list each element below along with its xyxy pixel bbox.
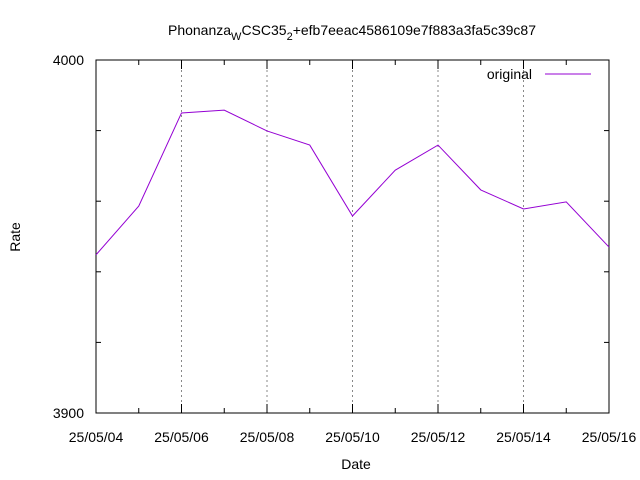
series-line bbox=[95, 109, 610, 256]
title-part: +efb7eeac4586109e7f883a3fa5c39c87 bbox=[293, 22, 536, 38]
x-tick-label: 25/05/10 bbox=[325, 429, 380, 445]
x-axis-label: Date bbox=[341, 456, 371, 472]
x-tick-label: 25/05/12 bbox=[411, 429, 466, 445]
title-part: 2 bbox=[287, 31, 293, 43]
title-part: CSC35 bbox=[241, 22, 286, 38]
plot-frame bbox=[95, 59, 610, 414]
chart-title: PhonanzaWCSC352+efb7eeac4586109e7f883a3f… bbox=[168, 22, 536, 43]
x-tick-label: 25/05/04 bbox=[69, 429, 124, 445]
y-axis-label: Rate bbox=[7, 222, 23, 252]
title-part: W bbox=[231, 31, 242, 43]
x-tick-label: 25/05/14 bbox=[496, 429, 551, 445]
x-tick-label: 25/05/16 bbox=[582, 429, 637, 445]
legend-label: original bbox=[487, 66, 532, 82]
title-part: Phonanza bbox=[168, 22, 231, 38]
x-tick-label: 25/05/08 bbox=[240, 429, 295, 445]
y-tick-label: 3900 bbox=[53, 405, 84, 421]
x-tick-label: 25/05/06 bbox=[154, 429, 209, 445]
y-tick-label: 4000 bbox=[53, 52, 84, 68]
